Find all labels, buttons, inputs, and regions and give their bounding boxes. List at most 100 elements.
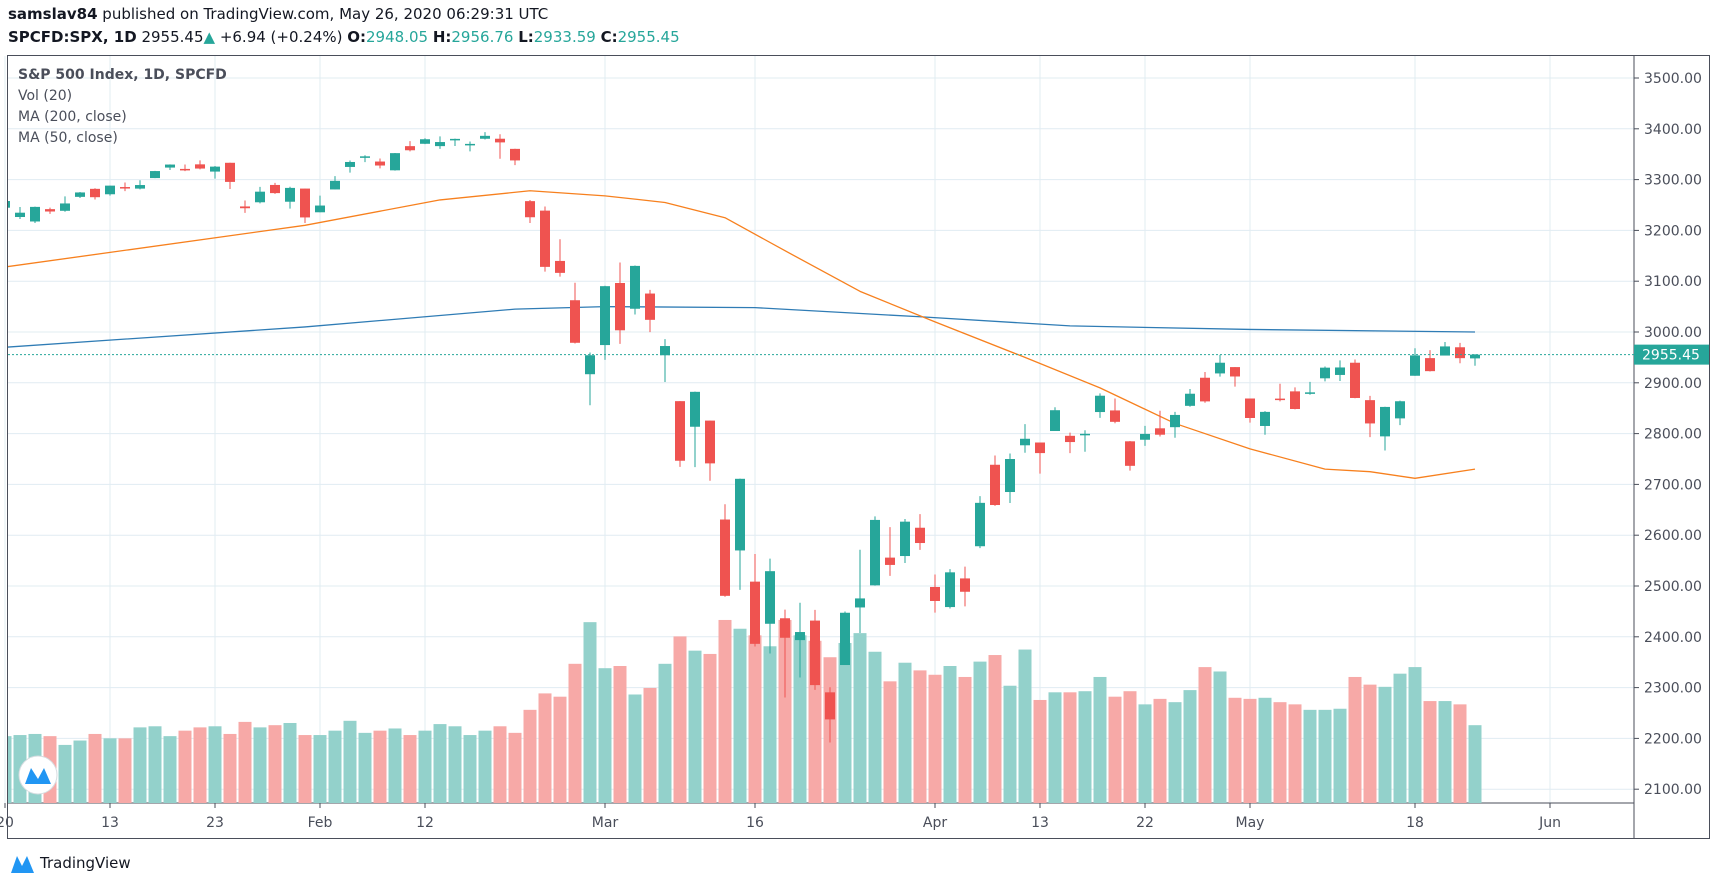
candle-body [1185,393,1195,406]
volume-bar [223,733,237,803]
open-label: O: [347,28,367,46]
volume-bar [733,628,747,803]
candle-body [510,148,520,161]
tradingview-badge-icon [25,768,51,784]
volume-bar [1108,696,1122,803]
author[interactable]: samslav84 [8,5,98,23]
candle-body [810,620,820,686]
candle-body [735,478,745,551]
volume-bar [1003,685,1017,803]
candle-body [570,300,580,343]
candle-body [780,618,790,638]
volume-bar [718,619,732,803]
candle-body [1200,377,1210,402]
volume-bar [1168,702,1182,803]
volume-bar [463,735,477,803]
candle-body [540,210,550,267]
candle-body [450,138,460,141]
plot-area[interactable] [0,132,1634,803]
ohlc-line: SPCFD:SPX, 1D 2955.45▲ +6.94 (+0.24%) O:… [8,28,680,46]
candle-body [150,171,160,179]
high-label: H: [432,28,452,46]
volume-bar [943,666,957,803]
legend-ma50[interactable]: MA (50, close) [18,130,118,146]
candle-body [1350,362,1360,398]
candle-body [420,139,430,144]
candle-body [720,519,730,596]
volume-bar [988,655,1002,803]
volume-bar [523,709,537,803]
close-value: 2955.45 [617,28,680,46]
candle-body [675,401,685,461]
candle-body [840,612,850,666]
volume-bar [178,730,192,803]
candle-body [885,557,895,565]
candle-body [1260,411,1270,426]
candle-body [30,206,40,222]
candle-body [1275,398,1285,401]
candle-body [1290,391,1300,410]
candle-body [1395,401,1405,419]
candle-body [225,162,235,182]
brand[interactable]: TradingView [10,852,131,874]
symbol: SPCFD:SPX, 1D [8,28,137,46]
x-tick-label: 13 [1031,815,1049,831]
legend-ma200[interactable]: MA (200, close) [18,109,127,125]
volume-bar [1363,684,1377,803]
y-tick-label: 3500.00 [1644,71,1702,87]
candle-body [825,692,835,720]
volume-bar [313,735,327,803]
candle-body [465,143,475,146]
volume-bar [553,696,567,803]
candle-body [690,391,700,427]
candle-body [1410,355,1420,376]
x-tick-label: 23 [206,815,224,831]
candle-body [105,185,115,195]
volume-bar [1408,667,1422,803]
candle-body [435,142,445,147]
candle-body [615,282,625,331]
candle-body [270,184,280,194]
volume-bar [433,724,447,803]
candle-body [8,201,10,208]
candle-body [1140,433,1150,440]
volume-bar [1468,725,1482,803]
volume-bar [1078,691,1092,803]
candle-body [60,203,70,211]
candle-body [1245,398,1255,418]
volume-bar [1018,649,1032,803]
volume-bar [58,744,72,803]
volume-bar [1123,691,1137,803]
volume-bar [1393,673,1407,803]
tradingview-badge[interactable] [18,755,58,795]
y-tick-label: 2400.00 [1644,630,1702,646]
volume-bar [1258,697,1272,803]
volume-bar [358,732,372,803]
volume-bar [118,738,132,803]
volume-bar [568,663,582,803]
volume-bar [418,730,432,803]
y-tick-label: 2900.00 [1644,376,1702,392]
volume-bar [688,650,702,803]
volume-bar [208,726,222,803]
volume-bar [1183,690,1197,803]
volume-bar [538,693,552,803]
candle-body [870,519,880,586]
x-tick-label: 12 [416,815,434,831]
candle-body [1125,441,1135,466]
legend-vol[interactable]: Vol (20) [18,88,73,104]
candle-body [15,212,25,218]
last-price-badge [1634,344,1709,365]
volume-bar [283,722,297,803]
candle-body [645,293,655,320]
last-price-label: 2955.45 [1642,348,1700,364]
volume-bar [1048,692,1062,803]
volume-bar [478,730,492,803]
candle-body [495,138,505,143]
candle-body [1155,428,1165,435]
candle-body [1335,367,1345,375]
y-tick-label: 2600.00 [1644,528,1702,544]
volume-bar [403,735,417,803]
x-tick-label: 16 [746,815,764,831]
